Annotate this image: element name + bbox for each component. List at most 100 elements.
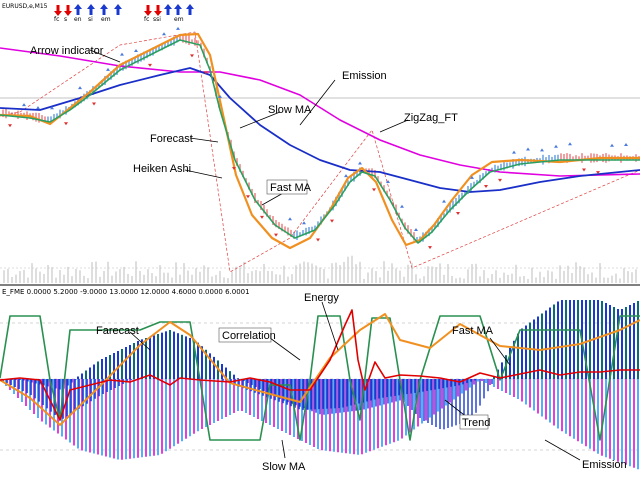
heiken-candle: [239, 164, 241, 172]
heiken-candle: [437, 218, 439, 228]
heiken-candle: [131, 58, 133, 66]
pointer-emission: [299, 79, 336, 126]
heiken-candle: [431, 227, 433, 233]
down-arrow-icon: [8, 124, 12, 128]
heiken-candle: [53, 114, 55, 122]
heiken-candle: [110, 71, 112, 80]
label-emission: Emission: [342, 70, 387, 82]
heiken-candle: [353, 171, 355, 182]
heiken-candle: [47, 116, 49, 123]
heiken-candle: [128, 59, 130, 68]
arrow-up-shape: [100, 4, 108, 15]
heiken-candle: [377, 176, 379, 182]
arrow-up-icon: [114, 4, 122, 15]
heiken-candle: [398, 212, 400, 217]
heiken-candle: [371, 168, 373, 178]
up-arrow-icon: [442, 199, 446, 203]
arrow-code: en: [74, 16, 82, 23]
heiken-candle: [515, 160, 517, 166]
heiken-candle: [521, 158, 523, 166]
up-arrow-icon: [162, 32, 166, 36]
heiken-candle: [428, 228, 430, 237]
heiken-candle: [461, 192, 463, 200]
heiken-candle: [191, 39, 193, 43]
heiken-candle: [587, 155, 589, 161]
heiken-candle: [272, 216, 274, 225]
label-farecast: Farecast: [96, 325, 139, 337]
heiken-candle: [278, 222, 280, 230]
heiken-candle: [551, 156, 553, 161]
heiken-candle: [506, 162, 508, 169]
label-heiken-ashi: Heiken Ashi: [133, 163, 191, 175]
heiken-candle: [266, 209, 268, 217]
up-arrow-icon: [106, 67, 110, 71]
heiken-candle: [566, 153, 568, 163]
arrow-up-shape: [74, 4, 82, 15]
heiken-candle: [575, 155, 577, 161]
arrow-code: fc: [144, 16, 149, 23]
heiken-candle: [59, 109, 61, 119]
heiken-candle: [188, 35, 190, 46]
heiken-candle: [347, 180, 349, 186]
pointer-energy: [321, 301, 339, 351]
heiken-candle: [119, 65, 121, 71]
down-arrow-icon: [456, 211, 460, 215]
arrow-up-shape: [87, 4, 95, 15]
heiken-candle: [245, 178, 247, 182]
heiken-candle: [275, 220, 277, 228]
heiken-candle: [569, 153, 571, 163]
down-arrow-icon: [428, 246, 432, 250]
arrow-code: em: [101, 16, 111, 23]
heiken-candle: [296, 230, 298, 240]
heiken-candle: [236, 158, 238, 166]
heiken-candle: [134, 57, 136, 64]
heiken-candle: [380, 181, 382, 186]
heiken-candle: [311, 226, 313, 232]
heiken-candle: [479, 174, 481, 184]
heiken-candle: [503, 162, 505, 171]
heiken-candle: [350, 176, 352, 182]
signal-arrows: [8, 26, 628, 250]
heiken-candle: [302, 230, 304, 236]
down-arrow-icon: [246, 195, 250, 199]
heiken-candle: [287, 227, 289, 236]
heiken-candle: [416, 236, 418, 243]
pointer-slow-ma-ind: [281, 439, 286, 459]
heiken-candle: [179, 35, 181, 41]
heiken-candle: [548, 154, 550, 164]
up-arrow-icon: [526, 147, 530, 151]
down-arrow-icon: [232, 167, 236, 171]
up-arrow-icon: [50, 106, 54, 110]
heiken-candle: [140, 53, 142, 62]
heiken-candle: [8, 111, 10, 117]
heiken-candle: [512, 159, 514, 169]
pointer-fast-ma-ind: [489, 337, 511, 366]
heiken-candle: [143, 51, 145, 61]
up-arrow-icon: [512, 150, 516, 154]
up-arrow-icon: [120, 52, 124, 56]
up-arrow-icon: [624, 143, 628, 147]
pointer-forecast: [189, 137, 219, 143]
heiken-candle: [152, 47, 154, 56]
label-box: [218, 327, 272, 343]
heiken-candle: [386, 190, 388, 196]
arrow-code: ssi: [153, 16, 161, 23]
down-arrow-icon: [330, 219, 334, 223]
label-box: [459, 414, 489, 430]
heiken-candle: [158, 46, 160, 51]
up-arrow-icon: [176, 26, 180, 30]
heiken-candle: [401, 218, 403, 223]
heiken-candle: [176, 36, 178, 43]
label-arrow-indicator: Arrow indicator: [30, 45, 104, 57]
heiken-candle: [449, 203, 451, 213]
heiken-candle: [305, 227, 307, 236]
heiken-candle: [185, 35, 187, 44]
zigzag-line: [0, 31, 640, 273]
heiken-candle: [155, 47, 157, 53]
heiken-candle: [116, 66, 118, 75]
arrow-code: si: [88, 16, 93, 23]
heiken-candle: [11, 112, 13, 117]
trend-histogram: [1, 300, 639, 470]
down-arrow-icon: [190, 54, 194, 58]
down-arrow-icon: [582, 168, 586, 172]
